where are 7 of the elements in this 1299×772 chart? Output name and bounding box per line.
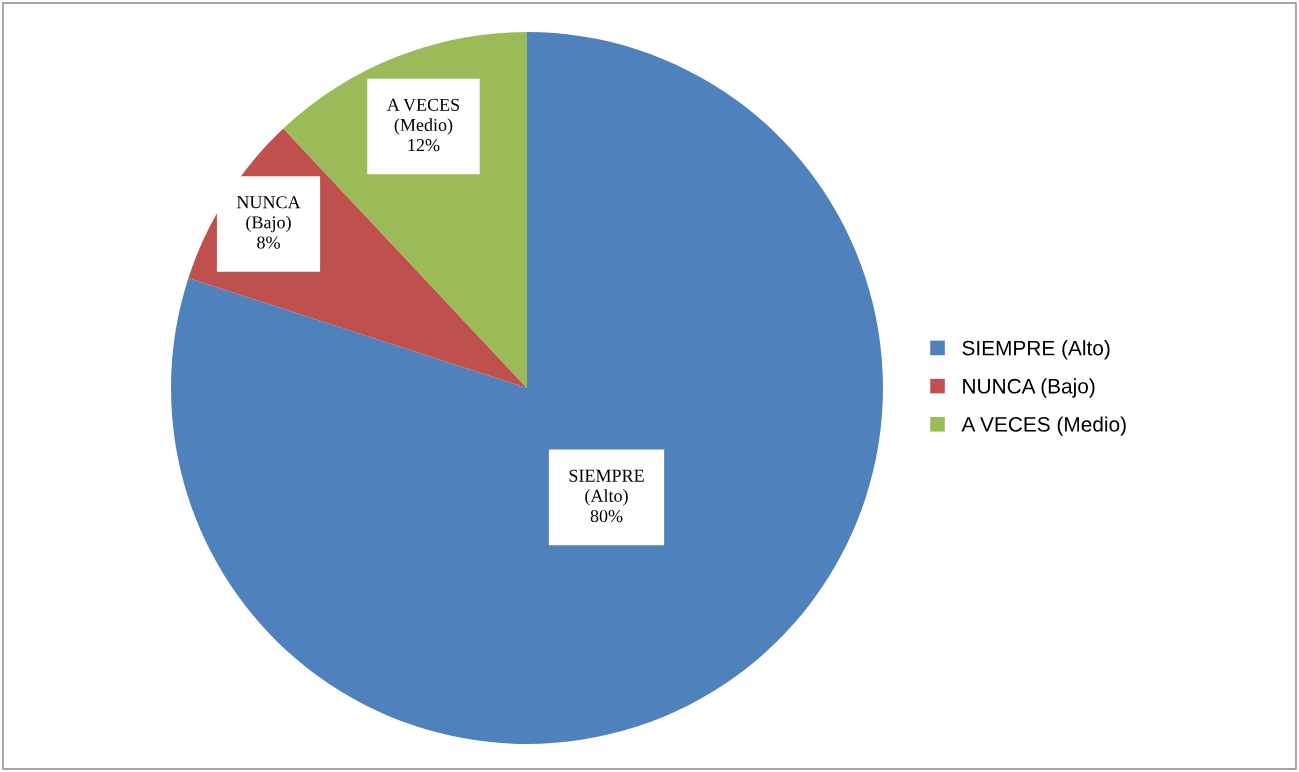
pie-slice xyxy=(171,32,883,744)
legend-label: A VECES (Medio) xyxy=(961,416,1126,436)
legend-label: SIEMPRE (Alto) xyxy=(962,340,1110,360)
data-label: A VECES (Medio) 12% xyxy=(386,98,460,152)
legend-label: NUNCA (Bajo) xyxy=(963,378,1095,398)
data-label: NUNCA (Bajo) 8% xyxy=(236,196,301,249)
data-label: SIEMPRE (Alto) 80% xyxy=(569,469,644,523)
